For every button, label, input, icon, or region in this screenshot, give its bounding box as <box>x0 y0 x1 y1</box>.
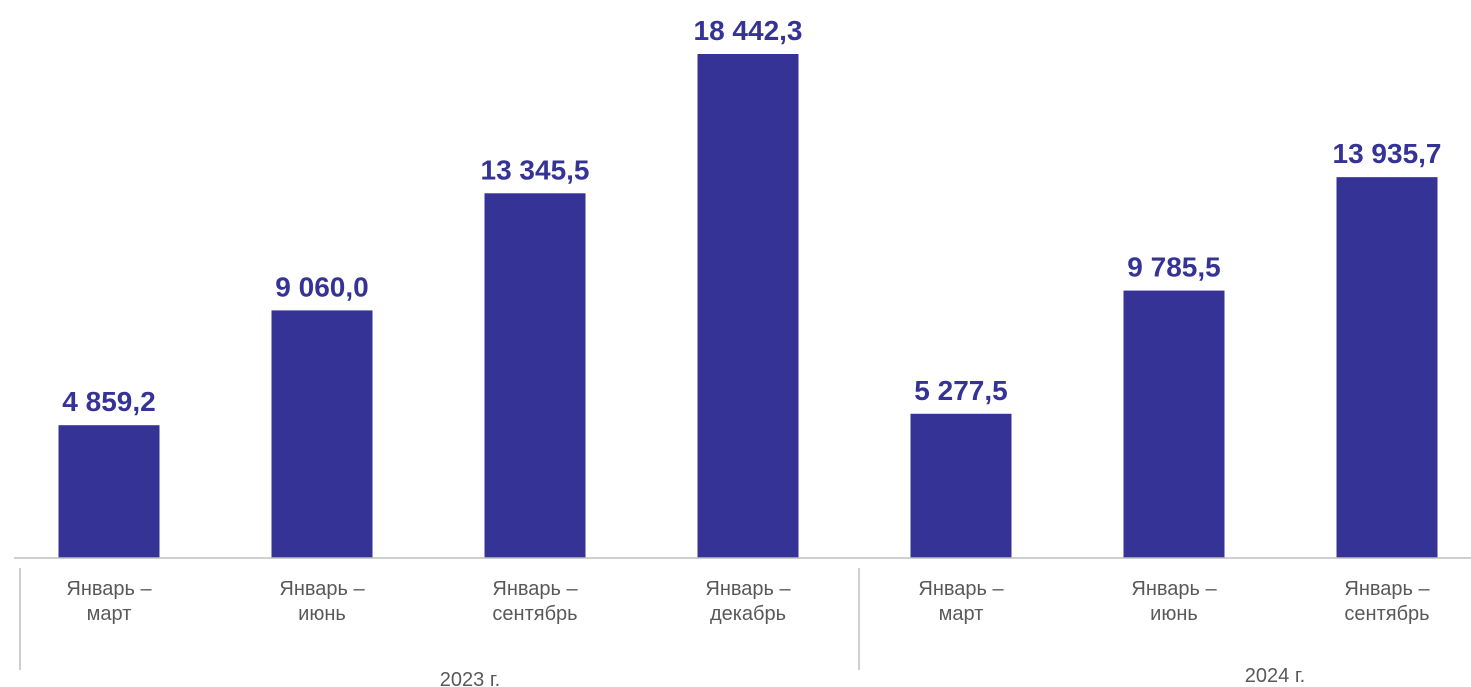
x-axis: Январь – март Январь – июнь Январь – сентябрь… <box>14 557 1471 687</box>
bar <box>697 54 799 558</box>
data-label: 4 859,2 <box>62 386 155 417</box>
x-tick-label: сентябрь <box>492 603 577 625</box>
x-tick-label: июнь <box>1150 603 1198 625</box>
x-tick-label: Январь – <box>279 578 365 600</box>
x-tick-label: сентябрь <box>1344 603 1429 625</box>
bar <box>1123 290 1225 558</box>
x-tick-label: Январь – <box>705 578 791 600</box>
x-tick-label: Январь – <box>492 578 578 600</box>
x-tick-label: Январь – <box>66 578 152 600</box>
value-labels-layer: 4 859,2 9 060,0 13 345,5 18 442,3 5 277,5 9 7… <box>62 15 1441 417</box>
bar <box>910 413 1012 558</box>
data-label: 9 785,5 <box>1127 252 1220 283</box>
group-label: 2024 г. <box>1245 665 1305 687</box>
data-label: 9 060,0 <box>275 271 368 302</box>
bar <box>484 193 586 559</box>
data-label: 13 345,5 <box>481 154 590 185</box>
x-tick-label: Январь – <box>918 578 1004 600</box>
x-tick-label: март <box>87 603 132 625</box>
bar <box>271 310 373 558</box>
bars-layer <box>58 54 1438 559</box>
x-tick-label: Январь – <box>1344 578 1430 600</box>
data-label: 18 442,3 <box>694 15 803 46</box>
data-label: 5 277,5 <box>914 375 1007 406</box>
x-tick-label: март <box>939 603 984 625</box>
bar <box>58 425 160 558</box>
bar <box>1336 177 1438 559</box>
x-tick-label: Январь – <box>1131 578 1217 600</box>
x-tick-label: декабрь <box>710 603 786 625</box>
x-tick-label: июнь <box>298 603 346 625</box>
group-label: 2023 г. <box>440 669 500 687</box>
data-label: 13 935,7 <box>1333 138 1442 169</box>
